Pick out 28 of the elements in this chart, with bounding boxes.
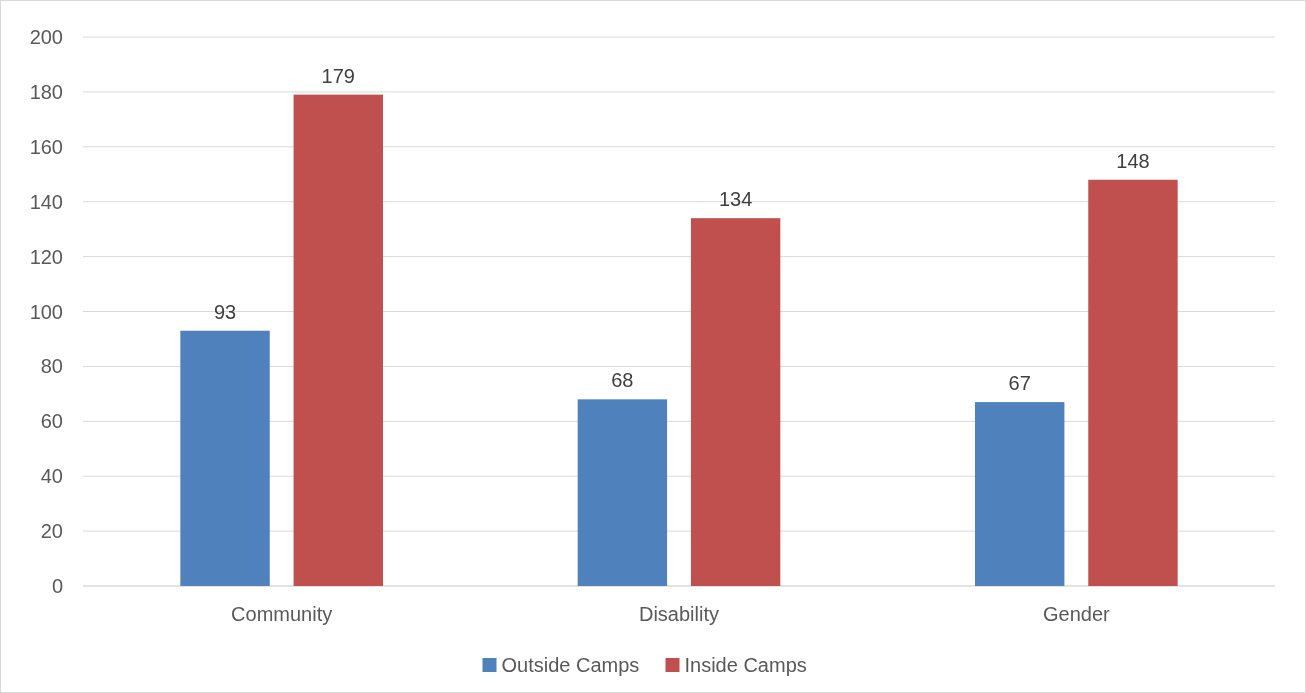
y-tick-label: 0	[51, 575, 63, 597]
y-tick-label: 180	[29, 80, 63, 103]
bar	[975, 402, 1065, 586]
y-tick-label: 60	[40, 410, 63, 433]
y-tick-label: 120	[29, 245, 63, 268]
data-label: 67	[1008, 372, 1031, 395]
legend-label: Outside Camps	[501, 654, 640, 676]
y-tick-label: 140	[29, 190, 63, 213]
y-tick-label: 80	[40, 355, 63, 378]
bar	[690, 218, 781, 586]
bar	[293, 94, 383, 586]
data-label: 68	[611, 369, 634, 392]
bar	[577, 399, 668, 586]
x-tick-label: Gender	[1042, 603, 1111, 625]
y-tick-label: 100	[29, 300, 63, 323]
y-tick-label: 160	[29, 135, 63, 158]
bar	[180, 330, 270, 586]
x-tick-label: Community	[231, 603, 333, 625]
data-label: 148	[1116, 149, 1150, 172]
y-tick-label: 20	[40, 520, 63, 543]
data-label: 179	[321, 64, 355, 87]
data-label: 93	[213, 300, 237, 323]
y-tick-label: 40	[40, 465, 63, 488]
y-tick-label: 200	[29, 26, 63, 48]
data-label: 134	[718, 188, 753, 211]
legend-label: Inside Camps	[684, 654, 807, 676]
bar	[1088, 179, 1178, 586]
x-tick-label: Disability	[638, 603, 720, 625]
